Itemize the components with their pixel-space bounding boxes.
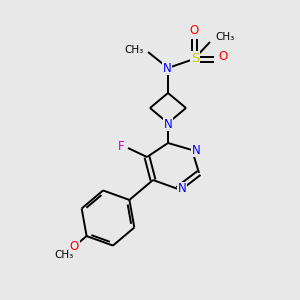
- Text: CH₃: CH₃: [54, 250, 73, 260]
- Text: CH₃: CH₃: [215, 32, 234, 42]
- Text: O: O: [218, 50, 228, 64]
- Text: N: N: [178, 182, 186, 196]
- Text: N: N: [192, 143, 200, 157]
- Text: CH₃: CH₃: [125, 45, 144, 55]
- Text: S: S: [191, 52, 199, 65]
- Text: N: N: [164, 118, 172, 130]
- Text: O: O: [70, 240, 79, 253]
- Text: N: N: [163, 61, 171, 74]
- Text: O: O: [189, 23, 199, 37]
- Text: F: F: [118, 140, 124, 154]
